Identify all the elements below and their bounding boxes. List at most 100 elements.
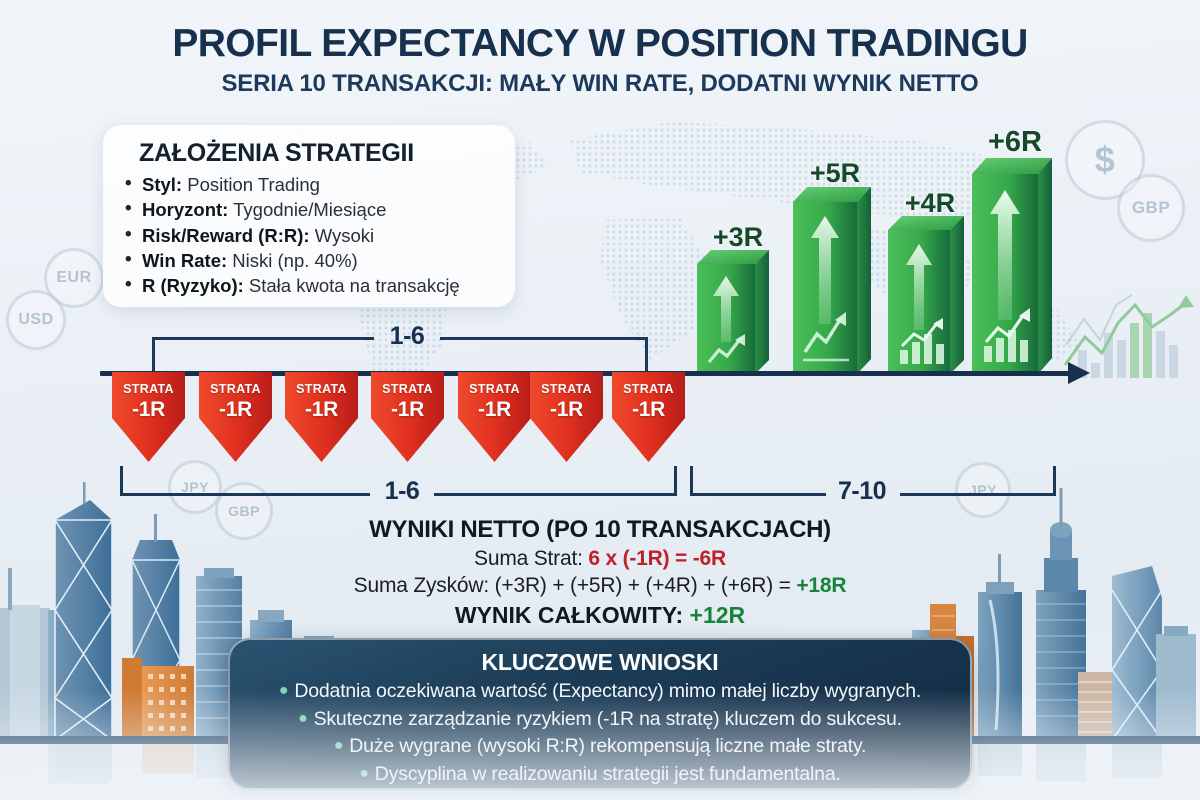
bracket-bl-left-arm (120, 493, 370, 496)
results-gains-expr: (+3R) + (+5R) + (+4R) + (+6R) = (494, 574, 797, 597)
bracket-bottom-losses-label: 1-6 (384, 477, 420, 505)
profit-bar-3r-label: +3R (712, 222, 764, 252)
strategy-item-label: R (Ryzyko): (142, 275, 244, 297)
bracket-top-right-arm (440, 337, 648, 340)
strategy-item-label: Styl: (142, 174, 183, 195)
results-total-prefix: WYNIK CAŁKOWITY: (454, 602, 690, 628)
bracket-bw-left-arm (690, 493, 826, 496)
bar-6r-shape (972, 158, 1052, 374)
bracket-bl-right-tick (674, 466, 677, 496)
loss-arrow-icon (112, 372, 185, 462)
strategy-item-label: Horyzont: (142, 199, 229, 221)
bracket-top-right-tick (645, 337, 648, 371)
conclusion-text: Dodatnia oczekiwana wartość (Expectancy)… (294, 680, 922, 702)
strategy-card-title: ZAŁOŻENIA STRATEGII (139, 139, 414, 167)
loss-marker-value: -1R (478, 398, 511, 421)
profit-bar-3r (697, 246, 781, 374)
bullet-icon: ● (278, 682, 289, 699)
loss-arrow-icon (199, 372, 272, 462)
loss-marker: STRATA -1R (530, 372, 603, 462)
bracket-top-label: 1-6 (389, 322, 425, 350)
loss-marker-value: -1R (219, 398, 252, 421)
list-item: ● Skuteczne zarządzanie ryzykiem (-1R na … (256, 706, 944, 734)
page-title: PROFIL EXPECTANCY W POSITION TRADINGU (172, 22, 1028, 65)
loss-arrow-icon (612, 372, 685, 462)
list-item: Risk/Reward (R:R): Wysoki (125, 222, 497, 248)
bar-5r-shape (793, 187, 871, 374)
list-item: Win Rate: Niski (np. 40%) (125, 247, 497, 273)
results-losses-value: 6 x (-1R) = -6R (588, 547, 726, 570)
loss-marker-value: -1R (305, 398, 338, 421)
profit-bars-group: +3R (0, 0, 1200, 374)
results-heading: WYNIKI NETTO (PO 10 TRANSAKCJACH) (369, 516, 831, 543)
loss-marker-label: STRATA (382, 382, 433, 396)
bracket-bl-left-tick (120, 466, 123, 496)
strategy-item-value: Niski (np. 40%) (232, 250, 358, 272)
profit-bar-5r-label: +5R (809, 158, 861, 188)
bracket-bw-left-tick (690, 466, 693, 496)
strategy-assumptions-card: ZAŁOŻENIA STRATEGII Styl: Position Tradi… (103, 125, 515, 307)
loss-marker-label: STRATA (123, 382, 174, 396)
results-losses-prefix: Suma Strat: (474, 547, 589, 570)
axis-arrow-icon (1068, 362, 1090, 384)
list-item: Styl: Position Trading (125, 171, 497, 197)
loss-markers-group: STRATA -1R STRATA -1R STRATA -1R STRATA … (0, 372, 1200, 467)
profit-bar-5r (793, 182, 885, 374)
bracket-bl-right-arm (434, 493, 677, 496)
bullet-icon: ● (333, 737, 344, 755)
bracket-bw-right-arm (900, 493, 1056, 496)
bracket-top-left-arm (152, 337, 374, 340)
conclusions-list: ● Dodatnia oczekiwana wartość (Expectancy… (256, 678, 944, 789)
conclusion-text: Duże wygrane (wysoki R:R) rekompensują l… (349, 735, 867, 758)
list-item: ● Duże wygrane (wysoki R:R) rekompensują … (256, 733, 944, 761)
coin-jpy-right-icon: JPY (955, 462, 1011, 518)
results-gains-prefix: Suma Zysków: (353, 574, 495, 597)
list-item: Horyzont: Tygodnie/Miesiące (125, 196, 497, 222)
bracket-bw-right-tick (1053, 466, 1056, 496)
conclusions-title: KLUCZOWE WNIOSKI (481, 649, 719, 675)
strategy-item-label: Risk/Reward (R:R): (142, 224, 310, 246)
page-subtitle: SERIA 10 TRANSAKCJI: MAŁY WIN RATE, DODA… (221, 70, 979, 97)
loss-marker-label: STRATA (296, 382, 347, 396)
results-gains-line: Suma Zysków: (+3R) + (+5R) + (+4R) + (+6… (0, 574, 1200, 598)
strategy-item-value: Position Trading (187, 174, 320, 195)
results-gains-total: +18R (796, 574, 847, 597)
loss-marker-label: STRATA (469, 382, 520, 396)
profit-bar-4r (888, 212, 978, 374)
bar-3r-shape (697, 250, 769, 374)
list-item: ● Dodatnia oczekiwana wartość (Expectancy… (256, 678, 944, 706)
loss-arrow-icon (458, 372, 531, 462)
strategy-item-value: Tygodnie/Miesiące (233, 199, 387, 221)
loss-arrow-icon (285, 372, 358, 462)
bar-4r-shape (888, 216, 964, 374)
loss-arrow-icon (530, 372, 603, 462)
bullet-icon: ● (298, 709, 308, 727)
bullet-icon: ● (359, 765, 369, 783)
loss-arrow-icon (371, 372, 444, 462)
results-losses-line: Suma Strat: 6 x (-1R) = -6R (0, 547, 1200, 571)
results-total-value: +12R (689, 602, 746, 628)
profit-bar-6r-label: +6R (987, 126, 1042, 158)
conclusion-text: Dyscyplina w realizowaniu strategii jest… (374, 763, 841, 786)
loss-marker: STRATA -1R (285, 372, 358, 462)
loss-marker: STRATA -1R (199, 372, 272, 462)
strategy-item-value: Stała kwota na transakcję (248, 275, 460, 297)
loss-marker-value: -1R (132, 398, 165, 421)
bracket-bottom-wins-label: 7-10 (837, 477, 887, 505)
loss-marker-label: STRATA (623, 382, 674, 396)
bracket-top-left-tick (152, 337, 155, 371)
list-item: ● Dyscyplina w realizowaniu strategii jes… (256, 761, 944, 789)
conclusion-text: Skuteczne zarządzanie ryzykiem (-1R na s… (313, 707, 902, 730)
net-results-block: WYNIKI NETTO (PO 10 TRANSAKCJACH) Suma S… (0, 516, 1200, 629)
loss-marker: STRATA -1R (112, 372, 185, 462)
strategy-list: Styl: Position Trading Horyzont: Tygodni… (125, 171, 497, 299)
profit-bar-4r-label: +4R (904, 188, 956, 218)
loss-marker-label: STRATA (210, 382, 261, 396)
profit-bar-6r (972, 154, 1068, 374)
loss-marker-label: STRATA (541, 382, 592, 396)
strategy-item-label: Win Rate: (142, 250, 228, 272)
strategy-item-value: Wysoki (314, 224, 375, 246)
loss-marker-value: -1R (632, 398, 665, 421)
loss-marker-value: -1R (550, 398, 583, 421)
